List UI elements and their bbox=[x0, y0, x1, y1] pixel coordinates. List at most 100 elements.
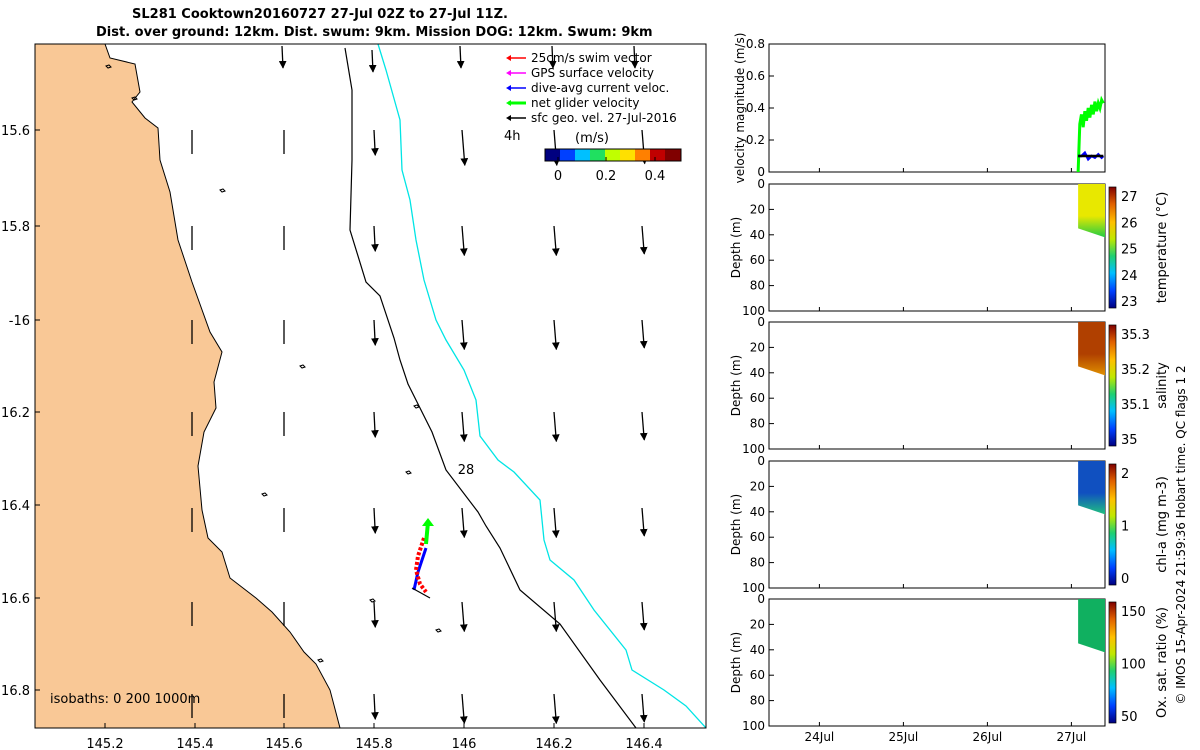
reef-1 bbox=[131, 96, 138, 101]
map-ytick-label: -16 bbox=[9, 314, 30, 329]
depth-ylabel: Depth (m) bbox=[729, 217, 743, 278]
time-tick-label: 24Jul bbox=[805, 730, 835, 744]
legend-item-label: dive-avg current veloc. bbox=[531, 81, 669, 95]
sfc-vel-arrow bbox=[371, 601, 379, 628]
colorbar-tick-label: 1 bbox=[1121, 520, 1129, 535]
label-28: 28 bbox=[458, 463, 475, 478]
colorbar-tick-label: 100 bbox=[1121, 658, 1146, 673]
depth-ytick-label: 0 bbox=[757, 315, 765, 329]
colorbar-segment bbox=[635, 149, 651, 161]
depth-ylabel: Depth (m) bbox=[729, 632, 743, 693]
depth-section-heatmap bbox=[1078, 599, 1105, 653]
velocity-panel-frame bbox=[768, 43, 1106, 173]
depth-ytick-label: 100 bbox=[742, 581, 765, 595]
sfc-vel-arrow bbox=[459, 693, 468, 725]
title-line-1: SL281 Cooktown20160727 27-Jul 02Z to 27-… bbox=[132, 7, 508, 22]
sfc-vel-arrow bbox=[459, 225, 468, 257]
legend-item-label: GPS surface velocity bbox=[531, 66, 654, 80]
sfc-vel-arrow bbox=[548, 45, 557, 69]
legend-swatch-head bbox=[506, 115, 511, 121]
sfc-vel-arrow bbox=[371, 129, 379, 156]
colorbar-unit: (m/s) bbox=[575, 131, 609, 146]
sfc-vel-arrow bbox=[459, 601, 468, 633]
depth-ytick-label: 0 bbox=[757, 177, 765, 191]
depth-ylabel: Depth (m) bbox=[729, 355, 743, 416]
reef-4 bbox=[299, 364, 306, 369]
colorbar-label: temperature (°C) bbox=[1155, 192, 1170, 304]
sfc-vel-arrow bbox=[639, 411, 648, 441]
map-ytick-label: 15.8 bbox=[1, 220, 30, 235]
label-4h: 4h bbox=[504, 129, 521, 144]
colorbar-tick-label: 0.4 bbox=[645, 169, 666, 184]
sfc-vel-arrow bbox=[368, 49, 377, 73]
colorbar-segment bbox=[620, 149, 636, 161]
copyright-note: © IMOS 15-Apr-2024 21:59:36 Hobart time.… bbox=[1174, 365, 1188, 704]
sfc-vel-arrow bbox=[371, 319, 379, 346]
sfc-vel-arrow bbox=[639, 693, 648, 723]
depth-ytick-label: 20 bbox=[750, 479, 765, 493]
map-xtick-label: 145.4 bbox=[176, 737, 213, 750]
colorbar-segment bbox=[605, 149, 621, 161]
depth-ytick-label: 100 bbox=[742, 304, 765, 318]
sfc-vel-arrow bbox=[371, 411, 379, 438]
sfc-vel-arrow bbox=[460, 129, 469, 167]
reef-8 bbox=[435, 628, 442, 633]
colorbar-segment bbox=[545, 149, 561, 161]
map-xtick-label: 146 bbox=[452, 737, 477, 750]
map-xtick-label: 145.6 bbox=[265, 737, 302, 750]
colorbar-frame bbox=[544, 148, 682, 162]
map-ytick-label: 16.2 bbox=[1, 406, 30, 421]
colorbar-tick-label: 25 bbox=[1121, 243, 1138, 258]
colorbar-segment bbox=[560, 149, 576, 161]
colorbar-tick-label: 2 bbox=[1121, 467, 1129, 482]
sfc-vel-arrow bbox=[459, 319, 468, 351]
depth-ytick-label: 100 bbox=[742, 442, 765, 456]
map-content bbox=[35, 44, 706, 728]
sfc-vel-arrow bbox=[371, 225, 379, 252]
colorbar-tick-label: 24 bbox=[1121, 269, 1138, 284]
sfc-vel-arrow bbox=[551, 319, 560, 351]
colorbar-tick-label: 0 bbox=[1121, 572, 1129, 587]
sfc-vel-arrow bbox=[551, 411, 560, 443]
depth-panel-frame bbox=[768, 321, 1106, 450]
depth-ytick-label: 40 bbox=[750, 505, 765, 519]
colorbar-label: chl-a (mg m-3) bbox=[1155, 476, 1170, 573]
sfc-vel-arrow bbox=[639, 225, 648, 255]
colorbar-tick-label: 35 bbox=[1121, 433, 1138, 448]
depth-ytick-label: 80 bbox=[750, 556, 765, 570]
glider-net-velocity-head bbox=[422, 518, 434, 526]
colorbar-label: Ox. sat. ratio (%) bbox=[1155, 607, 1170, 718]
glider-swim-vectors bbox=[413, 537, 428, 594]
reef-5 bbox=[405, 470, 412, 475]
colorbar-tick-label: 35.1 bbox=[1121, 398, 1150, 413]
depth-ytick-label: 40 bbox=[750, 228, 765, 242]
colorbar-segment bbox=[575, 149, 591, 161]
velocity-ytick-label: 0.6 bbox=[746, 69, 765, 83]
map-frame bbox=[34, 43, 707, 729]
colorbar-label: salinity bbox=[1155, 362, 1170, 409]
map-ytick-label: 16.8 bbox=[1, 684, 30, 699]
map-legend bbox=[506, 55, 526, 121]
depth-ytick-label: 80 bbox=[750, 279, 765, 293]
colorbar-tick-label: 0 bbox=[554, 169, 562, 184]
colorbar-tick-label: 26 bbox=[1121, 216, 1138, 231]
title-line-2: Dist. over ground: 12km. Dist. swum: 9km… bbox=[96, 25, 653, 40]
legend-swatch-head bbox=[506, 55, 511, 61]
colorbar-tick-label: 27 bbox=[1121, 190, 1138, 205]
depth-ytick-label: 60 bbox=[750, 668, 765, 682]
legend-swatch-head bbox=[506, 70, 511, 76]
sfc-vel-arrow bbox=[639, 319, 648, 349]
reef-0 bbox=[105, 64, 112, 69]
depth-colorbar bbox=[1108, 324, 1117, 447]
legend-swatch-head bbox=[506, 100, 511, 106]
sfc-vel-arrow bbox=[371, 507, 379, 534]
legend-item-label: sfc geo. vel. 27-Jul-2016 bbox=[531, 111, 677, 125]
colorbar-segment bbox=[650, 149, 666, 161]
sfc-vel-arrow bbox=[371, 693, 379, 720]
colorbar-tick-label: 23 bbox=[1121, 295, 1138, 310]
reef-6 bbox=[317, 658, 324, 663]
sfc-vel-arrow bbox=[639, 507, 648, 537]
depth-colorbar bbox=[1108, 601, 1117, 724]
